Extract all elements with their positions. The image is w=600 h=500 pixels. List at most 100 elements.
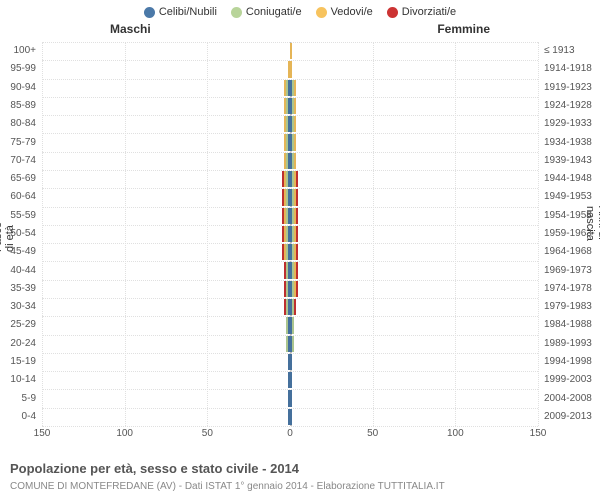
- pyramid-row: [42, 170, 538, 188]
- segment-divorced: [296, 262, 298, 278]
- birth-tick: 1934-1938: [544, 137, 592, 148]
- age-tick: 15-19: [10, 356, 36, 367]
- legend-label: Coniugati/e: [246, 6, 302, 18]
- age-tick: 5-9: [22, 393, 36, 404]
- age-tick: 25-29: [10, 319, 36, 330]
- segment-divorced: [294, 299, 296, 315]
- birth-tick: 1969-1973: [544, 265, 592, 276]
- plot-area: [42, 42, 538, 426]
- age-tick: 50-54: [10, 228, 36, 239]
- x-tick: 0: [287, 428, 293, 439]
- bar-female: [290, 226, 298, 242]
- bar-male: [282, 171, 290, 187]
- y-axis-birth: Anni di nascita ≤ 19131914-19181919-1923…: [540, 42, 600, 426]
- pyramid-row: [42, 207, 538, 225]
- birth-tick: 2004-2008: [544, 393, 592, 404]
- legend: Celibi/Nubili Coniugati/e Vedovi/e Divorzia…: [0, 0, 600, 18]
- birth-tick: 1919-1923: [544, 82, 592, 93]
- bar-female: [290, 317, 294, 333]
- x-tick: 150: [34, 428, 51, 439]
- bar-female: [290, 262, 298, 278]
- birth-tick: 1944-1948: [544, 173, 592, 184]
- birth-tick: 1949-1953: [544, 191, 592, 202]
- birth-tick: 1994-1998: [544, 356, 592, 367]
- age-tick: 0-4: [22, 411, 36, 422]
- age-tick: 75-79: [10, 137, 36, 148]
- birth-tick: ≤ 1913: [544, 45, 575, 56]
- age-tick: 35-39: [10, 283, 36, 294]
- pyramid-row: [42, 188, 538, 206]
- bar-female: [290, 354, 292, 370]
- bar-female: [290, 299, 296, 315]
- segment-divorced: [296, 208, 298, 224]
- legend-label: Celibi/Nubili: [159, 6, 217, 18]
- bar-female: [290, 61, 292, 77]
- x-axis: 15010050050100150: [42, 428, 538, 442]
- pyramid-row: [42, 280, 538, 298]
- bar-female: [290, 98, 296, 114]
- birth-tick: 1929-1933: [544, 118, 592, 129]
- x-tick: 50: [367, 428, 378, 439]
- age-tick: 85-89: [10, 100, 36, 111]
- age-tick: 20-24: [10, 338, 36, 349]
- bar-female: [290, 409, 292, 425]
- pyramid-row: [42, 408, 538, 426]
- bar-female: [290, 372, 292, 388]
- pyramid-row: [42, 389, 538, 407]
- segment-widowed: [294, 116, 296, 132]
- birth-tick: 1959-1963: [544, 228, 592, 239]
- age-tick: 10-14: [10, 374, 36, 385]
- segment-married: [292, 317, 294, 333]
- legend-item: Celibi/Nubili: [144, 6, 217, 18]
- bar-female: [290, 336, 294, 352]
- birth-tick: 1974-1978: [544, 283, 592, 294]
- segment-widowed: [294, 98, 296, 114]
- segment-widowed: [294, 134, 296, 150]
- bar-female: [290, 153, 296, 169]
- segment-divorced: [296, 281, 298, 297]
- birth-tick: 1999-2003: [544, 374, 592, 385]
- segment-single: [290, 372, 292, 388]
- bar-male: [282, 189, 290, 205]
- bar-female: [290, 281, 298, 297]
- bar-female: [290, 116, 296, 132]
- pyramid-row: [42, 225, 538, 243]
- age-tick: 90-94: [10, 82, 36, 93]
- legend-item: Vedovi/e: [316, 6, 373, 18]
- age-tick: 60-64: [10, 191, 36, 202]
- pyramid-row: [42, 133, 538, 151]
- segment-single: [290, 354, 292, 370]
- pyramid-row: [42, 316, 538, 334]
- legend-swatch: [387, 7, 398, 18]
- x-tick: 100: [116, 428, 133, 439]
- segment-divorced: [296, 244, 298, 260]
- legend-swatch: [316, 7, 327, 18]
- age-tick: 40-44: [10, 265, 36, 276]
- header-females: Femmine: [437, 22, 490, 36]
- legend-swatch: [231, 7, 242, 18]
- birth-tick: 1989-1993: [544, 338, 592, 349]
- bar-female: [290, 80, 296, 96]
- legend-label: Vedovi/e: [331, 6, 373, 18]
- birth-tick: 1954-1958: [544, 210, 592, 221]
- legend-item: Divorziati/e: [387, 6, 456, 18]
- bar-female: [290, 390, 292, 406]
- chart-title: Popolazione per età, sesso e stato civil…: [10, 461, 299, 476]
- pyramid-row: [42, 371, 538, 389]
- bar-female: [290, 208, 298, 224]
- pyramid-row: [42, 298, 538, 316]
- age-tick: 70-74: [10, 155, 36, 166]
- bar-female: [290, 43, 292, 59]
- birth-tick: 1939-1943: [544, 155, 592, 166]
- pyramid-row: [42, 261, 538, 279]
- pyramid-row: [42, 353, 538, 371]
- segment-married: [292, 336, 294, 352]
- legend-swatch: [144, 7, 155, 18]
- legend-label: Divorziati/e: [402, 6, 456, 18]
- pyramid-row: [42, 152, 538, 170]
- birth-tick: 1984-1988: [544, 319, 592, 330]
- pyramid-row: [42, 115, 538, 133]
- bar-female: [290, 244, 298, 260]
- pyramid-row: [42, 79, 538, 97]
- birth-tick: 1979-1983: [544, 301, 592, 312]
